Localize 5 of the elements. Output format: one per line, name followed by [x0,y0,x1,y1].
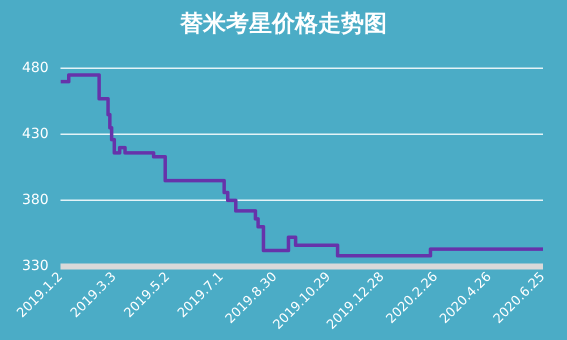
y-tick-label: 330 [22,258,49,274]
y-tick-label: 480 [22,60,49,76]
y-tick-label: 430 [22,126,49,142]
y-tick-label: 380 [22,192,49,208]
chart-title: 替米考星价格走势图 [179,10,388,39]
